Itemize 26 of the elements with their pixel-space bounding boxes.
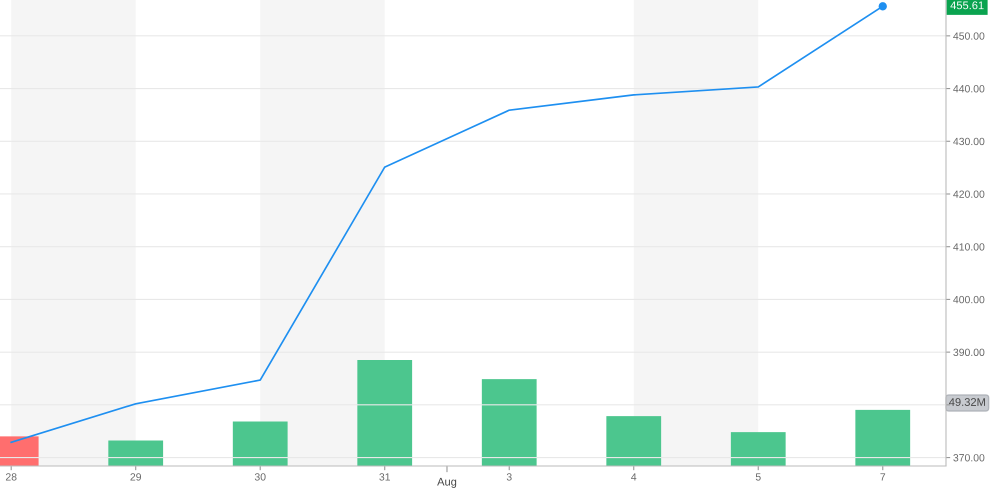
text: 455.61 [950, 1, 984, 10]
y-tick-label: 450.00 [953, 32, 984, 40]
x-tick-label: 29 [130, 473, 142, 481]
y-tick-label: 420.00 [953, 190, 984, 198]
x-tick-label: 7 [880, 473, 886, 480]
x-tick-label: 28 [6, 473, 17, 481]
bar [357, 360, 412, 466]
x-tick-label: 31 [379, 473, 390, 481]
y-tick-label: 390.00 [953, 348, 984, 356]
bar [232, 421, 288, 466]
y-tick-label: 370.00 [953, 454, 984, 462]
x-tick-label: 4 [631, 473, 636, 480]
bar [482, 379, 537, 466]
bar [606, 416, 662, 466]
y-tick-label: 440.00 [953, 85, 984, 92]
x-tick-label: 5 [756, 473, 761, 481]
y-tick-label: 410.00 [953, 243, 984, 251]
text: Aug [437, 478, 456, 488]
bar [730, 432, 786, 466]
bar [855, 410, 910, 466]
text: 49.32M [949, 398, 985, 406]
y-tick-label: 430.00 [953, 138, 984, 146]
bar [108, 440, 164, 466]
y-tick-label: 400.00 [953, 296, 984, 304]
x-tick-label: 3 [506, 473, 512, 481]
x-tick-label: 30 [254, 473, 266, 481]
